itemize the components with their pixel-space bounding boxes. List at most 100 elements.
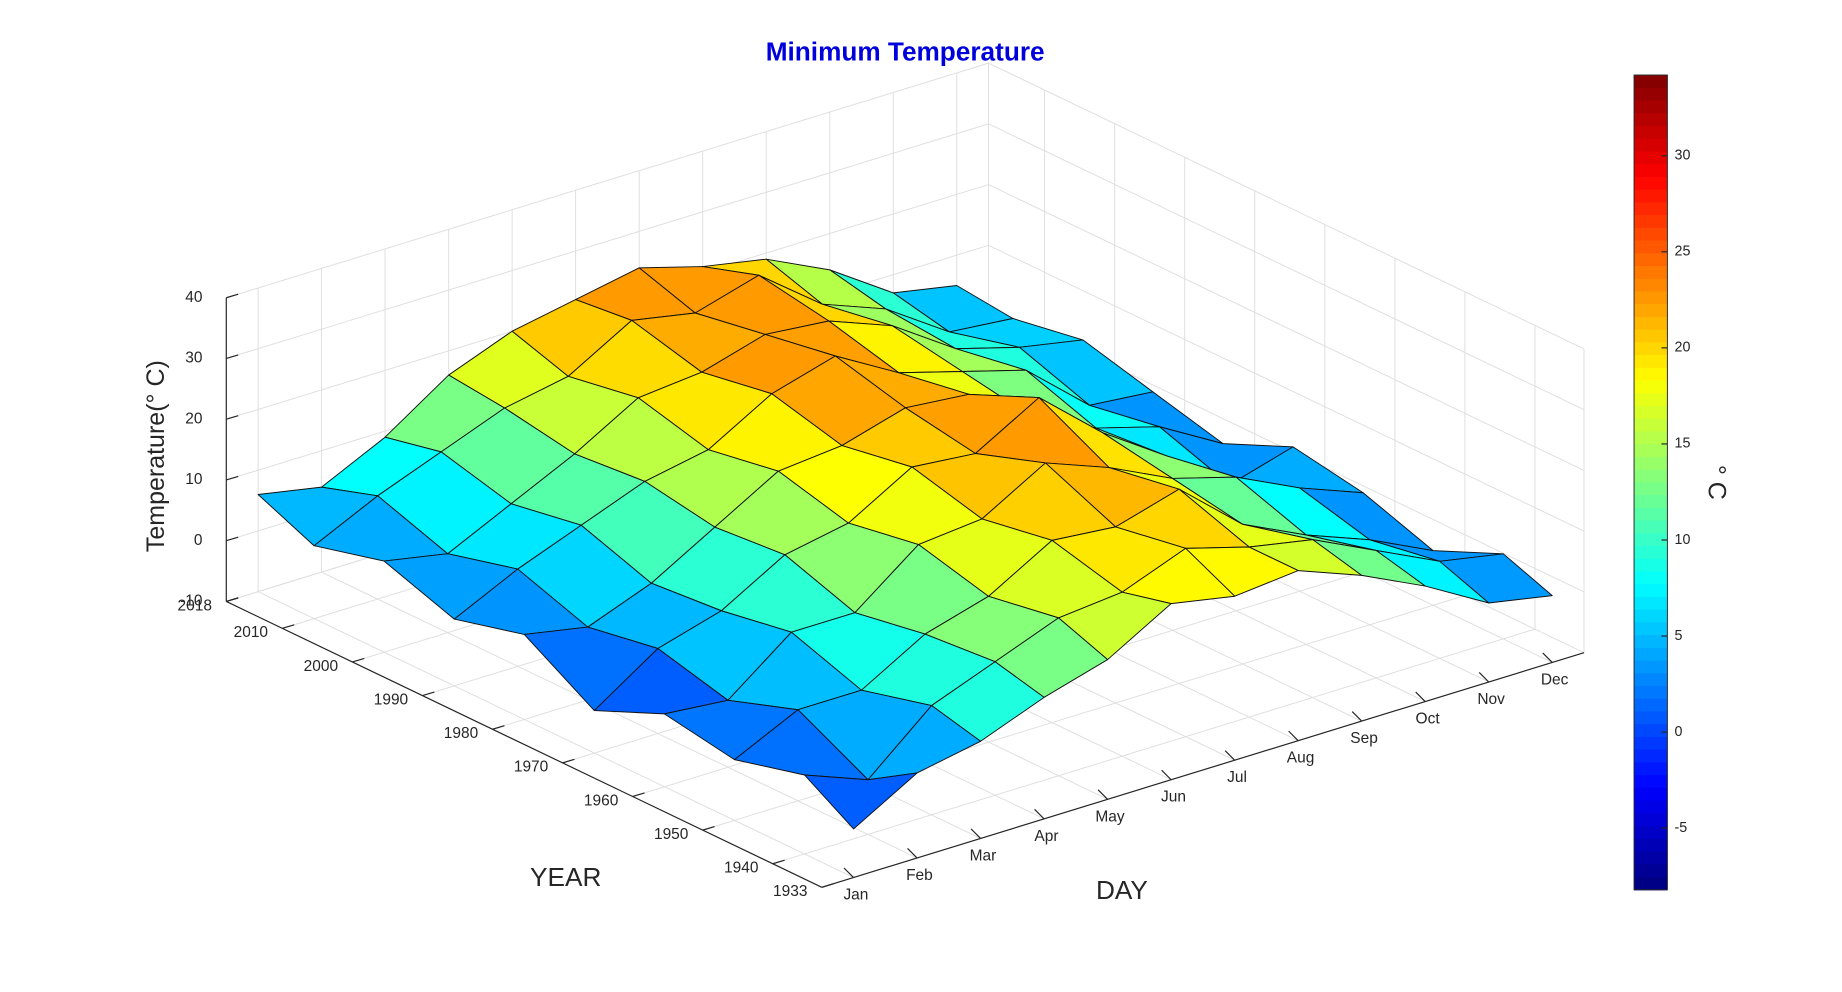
y-tick-label: 1960 (584, 792, 618, 809)
colorbar-swatch (1634, 329, 1668, 344)
colorbar-swatch (1634, 800, 1668, 815)
colorbar-swatch (1634, 762, 1668, 776)
colorbar-swatch (1634, 253, 1668, 267)
colorbar-swatch (1634, 545, 1668, 560)
y-tick (422, 691, 435, 697)
colorbar-swatch (1634, 380, 1668, 394)
colorbar-swatch (1634, 87, 1668, 102)
z-tick (226, 415, 239, 420)
y-tick (226, 597, 239, 603)
colorbar-swatch (1634, 405, 1668, 420)
colorbar-swatch (1634, 355, 1668, 369)
colorbar-swatch (1634, 138, 1668, 153)
x-tick-label: Aug (1287, 750, 1315, 767)
colorbar-swatch (1634, 367, 1668, 382)
colorbar-swatch (1634, 431, 1668, 445)
y-tick (772, 859, 785, 865)
colorbar-swatch (1634, 113, 1668, 127)
colorbar-tick-label: 15 (1675, 436, 1691, 452)
month-grid-line (257, 287, 854, 878)
z-tick (226, 475, 239, 481)
z-tick-label: 10 (185, 471, 202, 488)
colorbar-swatch (1634, 278, 1668, 293)
colorbar-tick-label: 5 (1675, 628, 1683, 644)
colorbar-swatch (1634, 864, 1668, 878)
x-tick (1542, 652, 1553, 663)
colorbar-swatch (1634, 215, 1668, 229)
colorbar-swatch (1634, 151, 1668, 165)
colorbar-swatch (1634, 533, 1668, 547)
colorbar-swatch (1634, 265, 1668, 280)
colorbar-swatch (1634, 596, 1668, 611)
x-tick (907, 848, 918, 859)
colorbar-swatch (1634, 507, 1668, 522)
y-tick-label: 2000 (304, 658, 338, 675)
colorbar-swatch (1634, 291, 1668, 305)
x-tick-label: Jul (1227, 769, 1247, 786)
x-tick-label: Oct (1416, 711, 1441, 728)
colorbar-swatch (1634, 711, 1668, 725)
colorbar-swatch (1634, 584, 1668, 598)
y-tick (352, 657, 365, 663)
colorbar-swatch (1634, 176, 1668, 191)
y-tick (562, 758, 575, 764)
x-tick (1478, 672, 1490, 683)
y-tick-label: 1950 (654, 826, 688, 843)
colorbar-swatch (1634, 622, 1668, 636)
x-tick-label: Jan (843, 886, 868, 903)
y-tick-label: 1990 (374, 691, 408, 708)
colorbar-swatch (1634, 189, 1668, 204)
colorbar-swatch (1634, 469, 1668, 484)
z-tick-label: 30 (185, 350, 202, 367)
y-tick-label: 1980 (444, 725, 478, 742)
z-tick (226, 354, 239, 360)
colorbar-swatch (1634, 227, 1668, 242)
x-tick (1224, 750, 1236, 761)
x-axis-label: DAY (1096, 875, 1148, 905)
surface-cell (804, 772, 918, 830)
y-tick-label: 1933 (773, 883, 807, 900)
colorbar-swatch (1634, 571, 1668, 585)
colorbar-swatch (1634, 316, 1668, 331)
x-tick (970, 828, 982, 839)
colorbar-tick-label: 10 (1675, 532, 1691, 548)
colorbar-swatch (1634, 482, 1668, 496)
colorbar-tick-label: 20 (1675, 340, 1691, 356)
x-tick (1097, 789, 1109, 800)
colorbar-swatch (1634, 164, 1668, 178)
z-axis-label: Temperature(° C) (142, 360, 170, 552)
colorbar-swatch (1634, 444, 1668, 458)
y-tick (821, 883, 834, 888)
colorbar-tick-label: -5 (1675, 820, 1688, 836)
colorbar-swatch (1634, 495, 1668, 509)
z-tick-label: 20 (185, 410, 202, 427)
x-tick (1415, 691, 1426, 702)
colorbar-swatch (1634, 647, 1668, 662)
z-tick-label: -10 (180, 593, 202, 610)
grid-line (772, 325, 1536, 865)
colorbar-swatch (1634, 686, 1668, 700)
y-tick (282, 624, 295, 629)
colorbar-swatch (1634, 775, 1668, 789)
z-tick-label: 0 (194, 532, 203, 549)
colorbar-swatch (1634, 826, 1668, 840)
colorbar-swatch (1634, 838, 1668, 853)
colorbar-swatch (1634, 125, 1668, 140)
colorbar-swatch (1634, 813, 1668, 827)
colorbar-swatch (1634, 202, 1668, 216)
colorbar-swatch (1634, 418, 1668, 433)
month-grid-line (321, 268, 918, 859)
x-tick-label: May (1095, 808, 1124, 825)
colorbar-swatch (1634, 240, 1668, 254)
colorbar-tick-label: 30 (1675, 148, 1691, 164)
colorbar-swatch (1634, 342, 1668, 356)
z-tick (226, 293, 239, 299)
x-tick-label: Nov (1477, 691, 1505, 708)
y-tick-label: 2010 (234, 624, 268, 641)
y-tick-label: 1970 (514, 759, 548, 776)
y-tick (492, 725, 505, 730)
x-tick-label: Sep (1350, 730, 1378, 747)
colorbar-swatch (1634, 673, 1668, 687)
colorbar-swatch (1634, 456, 1668, 471)
colorbar-swatch (1634, 724, 1668, 738)
